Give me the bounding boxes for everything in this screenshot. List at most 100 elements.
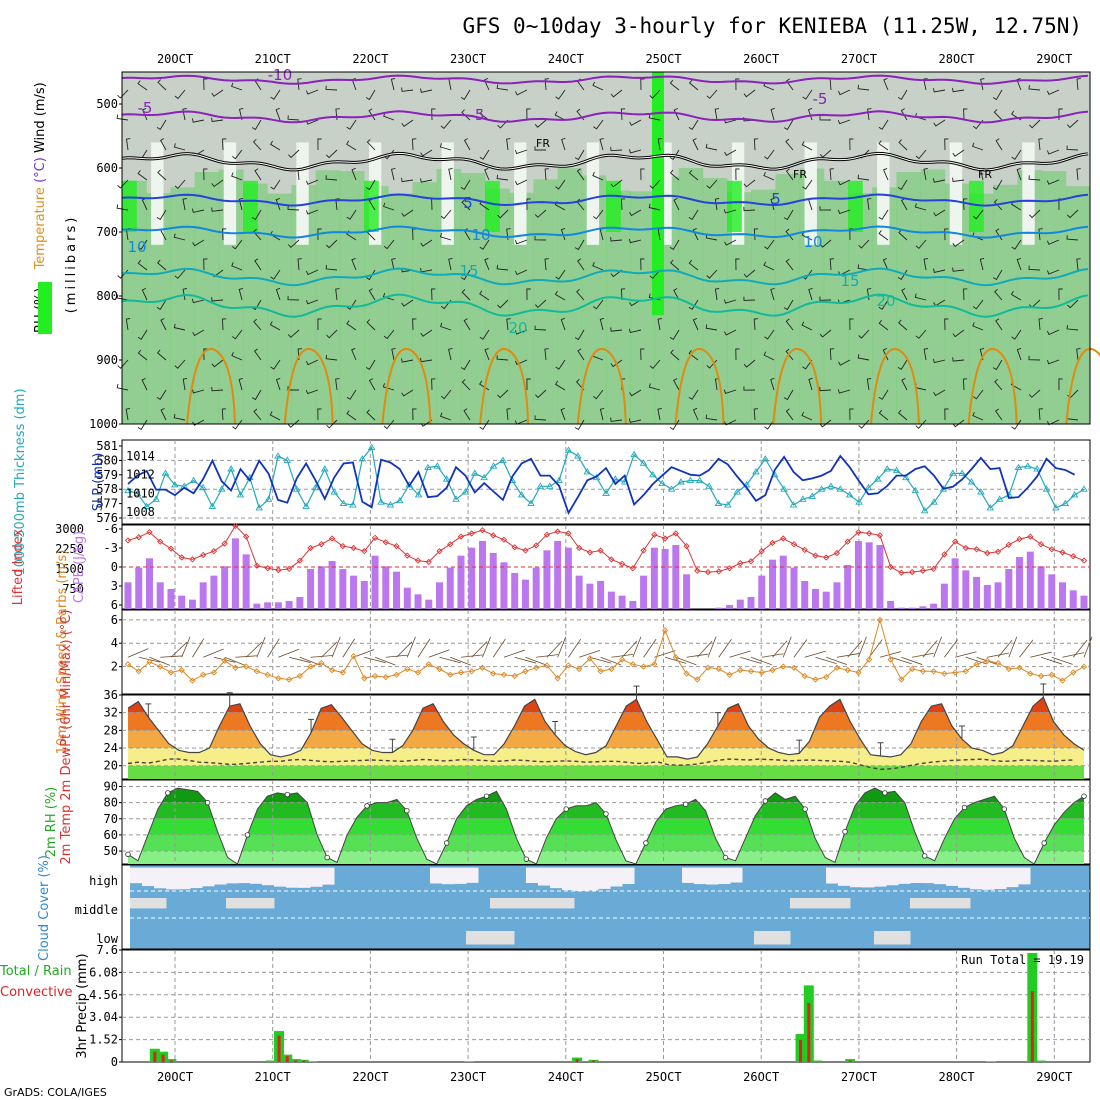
wind-barb xyxy=(819,239,832,248)
wind10-point xyxy=(984,657,991,664)
cloud-clear-cell xyxy=(574,867,587,891)
contour-label: 5 xyxy=(771,190,781,208)
wind-barb xyxy=(901,378,908,391)
li-point xyxy=(930,565,937,573)
thickness-point xyxy=(1014,463,1023,471)
wind-barb xyxy=(440,322,452,331)
wind-barb xyxy=(629,389,642,397)
wind-barb xyxy=(366,409,376,421)
wind-barb xyxy=(898,139,908,151)
precip-ylabel: 3hr Precip (mm) xyxy=(75,953,90,1058)
wind10-barb xyxy=(815,656,837,665)
wind-barb xyxy=(673,288,680,301)
li-point xyxy=(629,565,636,572)
wind-barb xyxy=(837,89,851,96)
wind-barb xyxy=(764,329,775,340)
wind-barb xyxy=(156,349,167,361)
cloud-clear-cell xyxy=(442,867,455,885)
wind-barb xyxy=(944,318,949,331)
cloud-clear-cell xyxy=(466,867,479,883)
wind-barb xyxy=(593,209,604,220)
wind-barb xyxy=(649,359,661,370)
wind10-barb xyxy=(364,656,386,664)
wind10-barb xyxy=(1008,636,1018,658)
li-point xyxy=(833,549,841,557)
wind-barb xyxy=(898,229,908,241)
li-point xyxy=(479,527,486,534)
thickness-point xyxy=(902,473,910,481)
wind-barb xyxy=(973,389,984,400)
wind10-barb xyxy=(1019,639,1034,658)
wind10-barb xyxy=(750,656,772,666)
wind10-point xyxy=(371,672,379,680)
wind-barb xyxy=(743,206,756,212)
wind-barb xyxy=(801,411,813,421)
wind-barb xyxy=(238,197,244,211)
wind10-point xyxy=(135,668,142,675)
cloud-clear-cell xyxy=(622,867,635,884)
wind-barb xyxy=(963,108,968,121)
thickness-point xyxy=(358,455,367,462)
date-label-bottom: 29OCT xyxy=(1036,1070,1072,1084)
wind10-barb xyxy=(890,656,912,665)
thickness-point xyxy=(1023,462,1032,469)
rh-band-bright xyxy=(652,72,664,316)
thickness-point xyxy=(377,498,385,505)
cloud-clear-cell xyxy=(982,867,995,890)
wind-barb xyxy=(275,197,281,211)
wind10-barb xyxy=(482,636,491,658)
cape-bar xyxy=(994,582,1002,609)
wind10-barb xyxy=(396,641,413,658)
cape-bar xyxy=(178,595,186,609)
contour-label: 15 xyxy=(459,262,478,280)
wind10-point xyxy=(941,670,948,677)
cape-bar xyxy=(790,567,798,609)
wind-barb xyxy=(878,409,889,421)
wind-barb xyxy=(808,287,813,301)
wind-barb xyxy=(575,378,585,391)
cape-bar xyxy=(425,599,433,609)
wind-barb xyxy=(544,78,550,91)
wind-barb xyxy=(191,118,205,123)
rh-band-dry xyxy=(441,142,454,245)
date-label-top: 21OCT xyxy=(255,52,291,66)
wind-barb xyxy=(995,138,1003,151)
wind-barb xyxy=(275,377,281,391)
y-tick-label: 60 xyxy=(104,828,118,842)
cape-bar xyxy=(973,577,981,609)
wind10-point xyxy=(425,661,432,668)
wind-barb xyxy=(232,149,243,160)
wind-barb xyxy=(1046,269,1060,275)
wind-barb xyxy=(574,419,585,431)
rh-point xyxy=(882,790,888,796)
wind10-point xyxy=(307,663,314,670)
wind-barb xyxy=(270,179,281,190)
rh2m-panel: 90 80 70 60 50 2m RH (%) xyxy=(44,779,1091,865)
wind-barb xyxy=(287,115,300,121)
rh-point xyxy=(921,853,928,859)
li-point xyxy=(908,568,916,576)
cloud-clear-cell xyxy=(730,867,743,883)
thickness-point xyxy=(274,452,282,459)
wind10-point xyxy=(758,669,765,676)
cape-bar xyxy=(597,581,605,609)
wind10-point xyxy=(468,668,475,675)
wind-barb xyxy=(160,407,167,421)
li-point xyxy=(414,557,422,564)
cape-bar xyxy=(919,606,927,609)
wind-barb xyxy=(325,85,338,91)
cape-bar xyxy=(833,582,841,609)
wind10-point xyxy=(210,669,218,676)
wind-barb xyxy=(251,119,262,131)
wind10-barb xyxy=(643,638,657,658)
wind-barb xyxy=(420,88,433,93)
wind10-point xyxy=(339,669,346,676)
cloud-clear-cell xyxy=(214,867,227,885)
wind10-barb xyxy=(654,650,676,658)
cloud-clear-cell xyxy=(226,867,239,884)
thickness-point xyxy=(874,475,882,482)
wind-barb xyxy=(723,299,737,304)
wind-barb xyxy=(288,149,300,159)
wind10-point xyxy=(887,656,894,663)
wind-barb xyxy=(116,114,129,121)
